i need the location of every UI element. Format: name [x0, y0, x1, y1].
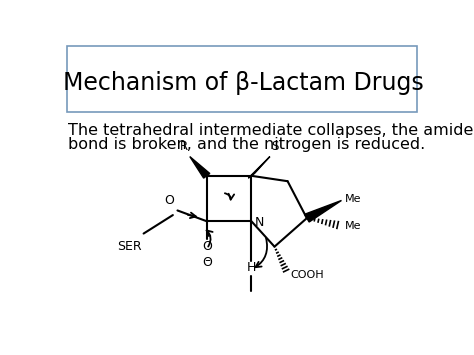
Text: S: S: [272, 141, 279, 153]
Polygon shape: [304, 201, 341, 222]
Text: R: R: [180, 141, 188, 153]
Text: H: H: [246, 261, 256, 274]
Text: Me: Me: [345, 194, 361, 204]
FancyBboxPatch shape: [66, 47, 417, 112]
Text: COOH: COOH: [291, 270, 324, 280]
Text: SER: SER: [118, 240, 142, 253]
Polygon shape: [190, 157, 210, 178]
Text: bond is broken, and the nitrogen is reduced.: bond is broken, and the nitrogen is redu…: [68, 137, 425, 152]
Text: O: O: [164, 195, 174, 207]
Text: Θ: Θ: [202, 256, 212, 269]
Text: O: O: [202, 240, 212, 253]
Polygon shape: [248, 157, 270, 178]
Text: Mechanism of β-Lactam Drugs: Mechanism of β-Lactam Drugs: [63, 71, 423, 95]
Text: N: N: [255, 216, 264, 229]
Text: The tetrahedral intermediate collapses, the amide: The tetrahedral intermediate collapses, …: [68, 124, 474, 138]
Text: Me: Me: [345, 221, 361, 231]
